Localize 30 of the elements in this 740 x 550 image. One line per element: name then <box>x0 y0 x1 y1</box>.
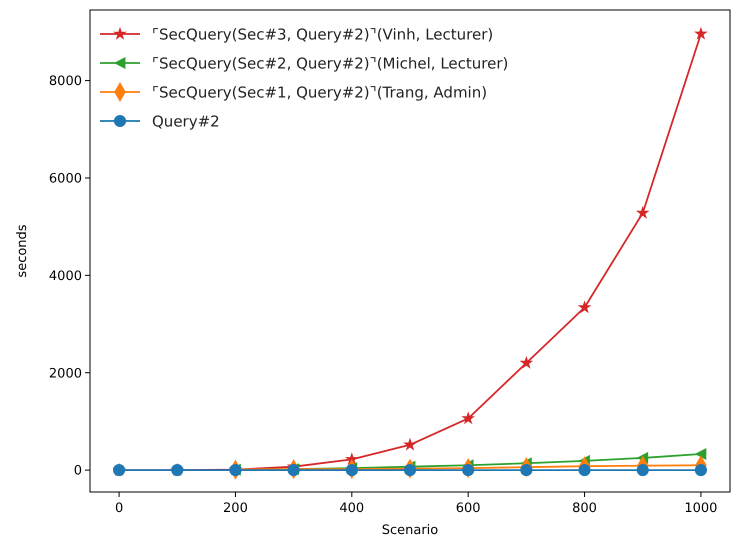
point <box>578 464 591 476</box>
point <box>404 464 416 476</box>
y-tick-label: 2000 <box>48 366 82 382</box>
point <box>520 356 534 369</box>
y-tick-label: 6000 <box>48 172 82 187</box>
legend-label: ⌜SecQuery(Sec#3, Query#2)⌝(Vinh, Lecturer) <box>152 25 494 44</box>
x-axis-title: Scenario <box>382 523 438 538</box>
point <box>403 438 417 451</box>
point <box>578 300 592 314</box>
y-tick-label: 4000 <box>48 268 82 284</box>
point <box>694 448 706 460</box>
x-tick-label: 800 <box>572 501 597 516</box>
x-tick-label: 0 <box>114 501 124 516</box>
x-tick-label: 600 <box>456 501 481 516</box>
legend-label: ⌜SecQuery(Sec#1, Query#2)⌝(Trang, Admin) <box>152 83 488 102</box>
point <box>461 411 475 424</box>
legend-label: Query#2 <box>152 112 220 130</box>
point <box>636 464 649 476</box>
y-tick-label: 0 <box>74 464 82 479</box>
y-tick-label: 8000 <box>48 74 82 90</box>
point <box>520 464 532 476</box>
y-axis-title: seconds <box>15 224 30 278</box>
x-tick-label: 400 <box>339 501 364 516</box>
point <box>694 464 707 476</box>
x-tick-label: 200 <box>223 501 248 516</box>
point <box>694 26 708 40</box>
point <box>636 206 650 219</box>
legend-label: ⌜SecQuery(Sec#2, Query#2)⌝(Michel, Lecturer) <box>152 54 508 72</box>
x-tick-label: 1000 <box>684 501 718 516</box>
point <box>462 464 474 476</box>
